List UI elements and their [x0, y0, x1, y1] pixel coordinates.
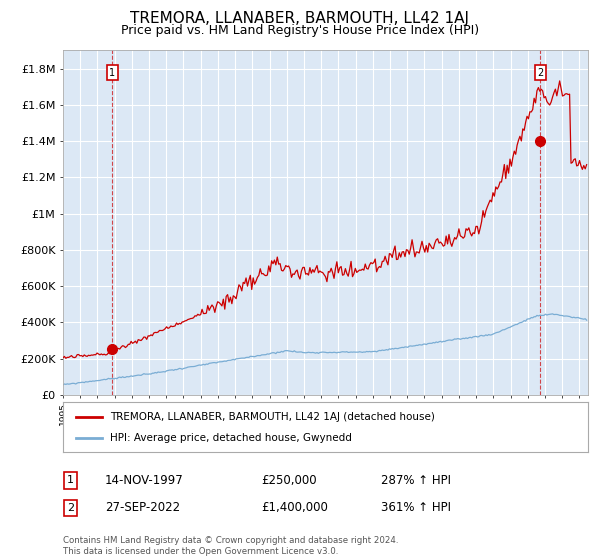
Text: 287% ↑ HPI: 287% ↑ HPI	[381, 474, 451, 487]
Text: 1: 1	[109, 68, 115, 78]
Text: HPI: Average price, detached house, Gwynedd: HPI: Average price, detached house, Gwyn…	[110, 433, 352, 444]
Text: 14-NOV-1997: 14-NOV-1997	[105, 474, 184, 487]
Text: 2: 2	[67, 503, 74, 513]
Text: Price paid vs. HM Land Registry's House Price Index (HPI): Price paid vs. HM Land Registry's House …	[121, 24, 479, 37]
Text: 27-SEP-2022: 27-SEP-2022	[105, 501, 180, 515]
Text: Contains HM Land Registry data © Crown copyright and database right 2024.
This d: Contains HM Land Registry data © Crown c…	[63, 536, 398, 556]
Text: £1,400,000: £1,400,000	[261, 501, 328, 515]
Text: 2: 2	[537, 68, 544, 78]
Text: 361% ↑ HPI: 361% ↑ HPI	[381, 501, 451, 515]
Text: 1: 1	[67, 475, 74, 486]
Text: TREMORA, LLANABER, BARMOUTH, LL42 1AJ: TREMORA, LLANABER, BARMOUTH, LL42 1AJ	[131, 11, 470, 26]
Text: £250,000: £250,000	[261, 474, 317, 487]
Text: TREMORA, LLANABER, BARMOUTH, LL42 1AJ (detached house): TREMORA, LLANABER, BARMOUTH, LL42 1AJ (d…	[110, 412, 435, 422]
